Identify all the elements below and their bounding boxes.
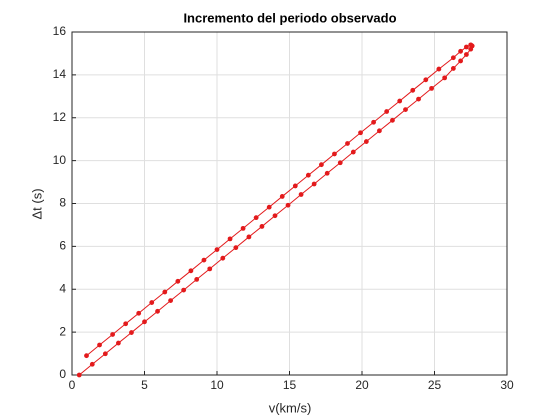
data-point [298,192,304,197]
x-tick-label: 25 [428,378,442,392]
data-point [358,130,363,136]
data-point [423,77,429,83]
y-tick-label: 14 [53,67,67,81]
x-tick-label: 20 [355,378,369,392]
data-point [123,321,129,327]
data-point [311,181,317,187]
data-point [332,151,337,157]
x-tick-label: 30 [500,378,514,392]
data-point [129,330,134,335]
data-point [429,85,434,91]
data-point [436,66,442,72]
data-point [136,310,142,316]
data-point [324,170,330,176]
data-point [110,332,115,337]
x-axis-label: v(km/s) [269,400,312,415]
data-point [337,160,343,166]
data-point [253,215,259,221]
data-point [377,128,382,134]
x-tick-label: 15 [283,378,297,392]
data-point [450,55,456,61]
data-point [279,194,285,199]
data-point [464,52,469,57]
y-tick-label: 0 [59,367,66,381]
data-point [162,289,168,295]
data-point [416,96,421,102]
data-point [188,268,194,274]
data-point [464,44,469,50]
data-point [272,213,278,219]
data-point [458,48,463,54]
data-point [102,351,108,357]
data-point [292,183,298,189]
data-point [266,204,272,210]
data-point [259,224,265,229]
data-point [214,247,220,252]
data-point [76,372,82,378]
x-tick-label: 10 [210,378,224,392]
data-point [194,276,200,282]
data-point [305,172,311,178]
data-point [175,278,181,284]
data-point [201,257,207,263]
data-point [155,308,160,314]
data-point [116,340,121,346]
data-point [403,107,408,113]
data-point [168,298,174,304]
data-point [285,202,291,208]
data-point [350,149,356,155]
data-point [363,139,369,144]
data-point [233,245,239,251]
axes-box [71,31,508,376]
data-point [89,361,95,367]
data-point [142,319,147,325]
data-point [240,225,246,231]
data-point [410,87,416,93]
y-tick-label: 6 [59,239,66,253]
y-tick-label: 16 [53,24,67,38]
data-point [468,42,474,48]
data-point [220,255,226,261]
data-point [384,109,390,114]
data-point [345,141,350,146]
data-point [181,287,187,293]
data-point [390,117,395,123]
data-point [450,66,456,71]
data-point [97,342,102,348]
y-tick-label: 2 [59,324,66,338]
data-point [207,266,213,272]
data-point [246,234,252,240]
data-point [397,98,403,104]
x-tick-label: 0 [69,378,76,392]
data-point [319,162,324,168]
y-tick-label: 8 [59,196,66,210]
data-point [84,353,89,359]
data-point [227,236,233,242]
data-point [371,119,376,125]
chart-title: Incremento del periodo observado [183,10,396,25]
y-tick-label: 10 [53,153,67,167]
data-point [458,58,463,64]
data-point [442,75,448,81]
x-tick-label: 5 [141,378,148,392]
y-tick-label: 12 [53,110,67,124]
y-axis-label: Δt (s) [29,188,44,219]
data-point [149,300,155,305]
y-tick-label: 4 [59,281,66,295]
